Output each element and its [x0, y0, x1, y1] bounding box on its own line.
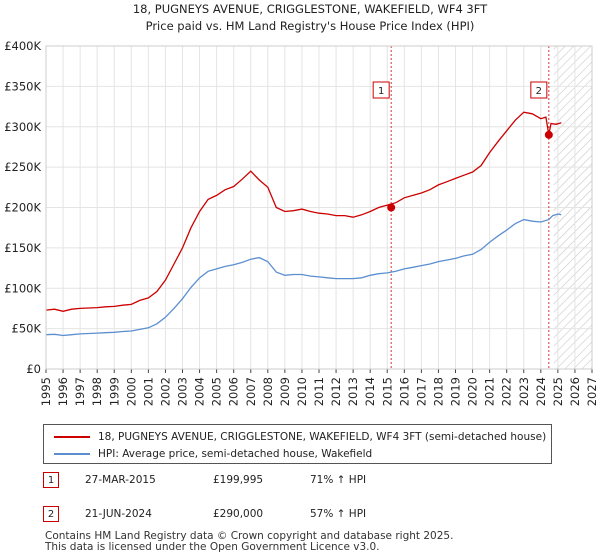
hpi-series-line — [45, 213, 562, 337]
x-tick-label: 2014 — [363, 377, 377, 406]
x-tick-label: 2001 — [141, 377, 155, 406]
y-tick-label: £350K — [4, 79, 41, 93]
sale-point — [544, 130, 553, 139]
grid — [45, 45, 593, 370]
x-tick-label: 2008 — [261, 377, 275, 406]
transaction-date: 21-JUN-2024 — [85, 508, 152, 520]
x-tick-label: 2012 — [329, 377, 343, 406]
legend-label-property: 18, PUGNEYS AVENUE, CRIGGLESTONE, WAKEFI… — [98, 431, 547, 443]
y-tick-label: £250K — [4, 160, 41, 174]
transaction-hpi-change: 57% ↑ HPI — [310, 508, 367, 520]
x-tick-label: 2015 — [380, 377, 394, 406]
y-tick-label: £100K — [4, 281, 41, 295]
sale-point — [387, 203, 396, 212]
chart-title: 18, PUGNEYS AVENUE, CRIGGLESTONE, WAKEFI… — [133, 2, 488, 16]
x-tick-label: 2006 — [227, 377, 241, 406]
sale-label-number: 2 — [536, 86, 542, 97]
x-tick-label: 2017 — [414, 377, 428, 406]
y-tick-label: £200K — [4, 201, 41, 215]
x-tick-label: 2007 — [244, 377, 258, 406]
legend-item-hpi: HPI: Average price, semi-detached house,… — [54, 446, 372, 462]
legend-item-property: 18, PUGNEYS AVENUE, CRIGGLESTONE, WAKEFI… — [54, 429, 546, 445]
legend-swatch-hpi — [54, 453, 90, 455]
x-tick-label: 2009 — [278, 377, 292, 406]
x-tick-label: 2013 — [346, 377, 360, 406]
transaction-number-badge: 2 — [43, 506, 59, 522]
x-tick-label: 1996 — [56, 377, 70, 406]
x-tick-label: 2025 — [551, 377, 565, 406]
y-tick-label: £50K — [12, 322, 42, 336]
footer: Contains HM Land Registry data © Crown c… — [45, 531, 453, 553]
transaction-price: £199,995 — [213, 474, 264, 486]
x-tick-label: 1998 — [90, 377, 104, 406]
x-tick-label: 2021 — [483, 377, 497, 406]
price-chart: 18, PUGNEYS AVENUE, CRIGGLESTONE, WAKEFI… — [4, 2, 599, 406]
x-tick-label: 1999 — [107, 377, 121, 406]
sale-label-box — [372, 81, 390, 99]
sale-label-number: 1 — [378, 86, 384, 97]
x-axis: 1995 1996 1997 1998 1999 2000 2001 2002 2003 2004… — [39, 369, 599, 406]
footer-copyright: Contains HM Land Registry data © Crown c… — [45, 530, 454, 542]
footer-licence: This data is licensed under the Open Gov… — [45, 541, 380, 553]
x-tick-label: 2016 — [397, 377, 411, 406]
legend-label-hpi: HPI: Average price, semi-detached house,… — [98, 448, 373, 460]
transaction-hpi-change: 71% ↑ HPI — [310, 474, 367, 486]
transaction-price: £290,000 — [213, 508, 264, 520]
x-tick-label: 2018 — [431, 377, 445, 406]
chart-subtitle: Price paid vs. HM Land Registry's House … — [146, 19, 475, 33]
x-tick-label: 2003 — [176, 377, 190, 406]
x-tick-label: 2027 — [585, 377, 599, 406]
x-tick-label: 2000 — [124, 377, 138, 406]
y-tick-label: £150K — [4, 241, 41, 255]
x-tick-label: 2023 — [517, 377, 531, 406]
x-tick-label: 1995 — [39, 377, 53, 406]
legend: 18, PUGNEYS AVENUE, CRIGGLESTONE, WAKEFI… — [43, 424, 552, 464]
plot-frame — [45, 45, 593, 370]
x-tick-label: 2004 — [193, 377, 207, 406]
transaction-date: 27-MAR-2015 — [85, 474, 156, 486]
property-series-line — [45, 111, 562, 312]
transaction-number-badge: 1 — [43, 472, 59, 488]
legend-swatch-property — [54, 436, 90, 438]
y-tick-label: £0 — [26, 362, 41, 376]
x-tick-label: 1997 — [73, 377, 87, 406]
x-tick-label: 2022 — [500, 377, 514, 406]
sale-label-box — [530, 81, 548, 99]
x-tick-label: 2010 — [295, 377, 309, 406]
x-tick-label: 2020 — [466, 377, 480, 406]
x-tick-label: 2002 — [158, 377, 172, 406]
y-axis: £0 £50K £100K £150K £200K £250K £300K £350K £400… — [4, 39, 41, 376]
x-tick-label: 2026 — [568, 377, 582, 406]
x-tick-label: 2019 — [449, 377, 463, 406]
y-tick-label: £300K — [4, 120, 41, 134]
x-tick-label: 2011 — [312, 377, 326, 406]
y-tick-label: £400K — [4, 39, 41, 53]
x-tick-label: 2005 — [210, 377, 224, 406]
x-tick-label: 2024 — [534, 377, 548, 406]
